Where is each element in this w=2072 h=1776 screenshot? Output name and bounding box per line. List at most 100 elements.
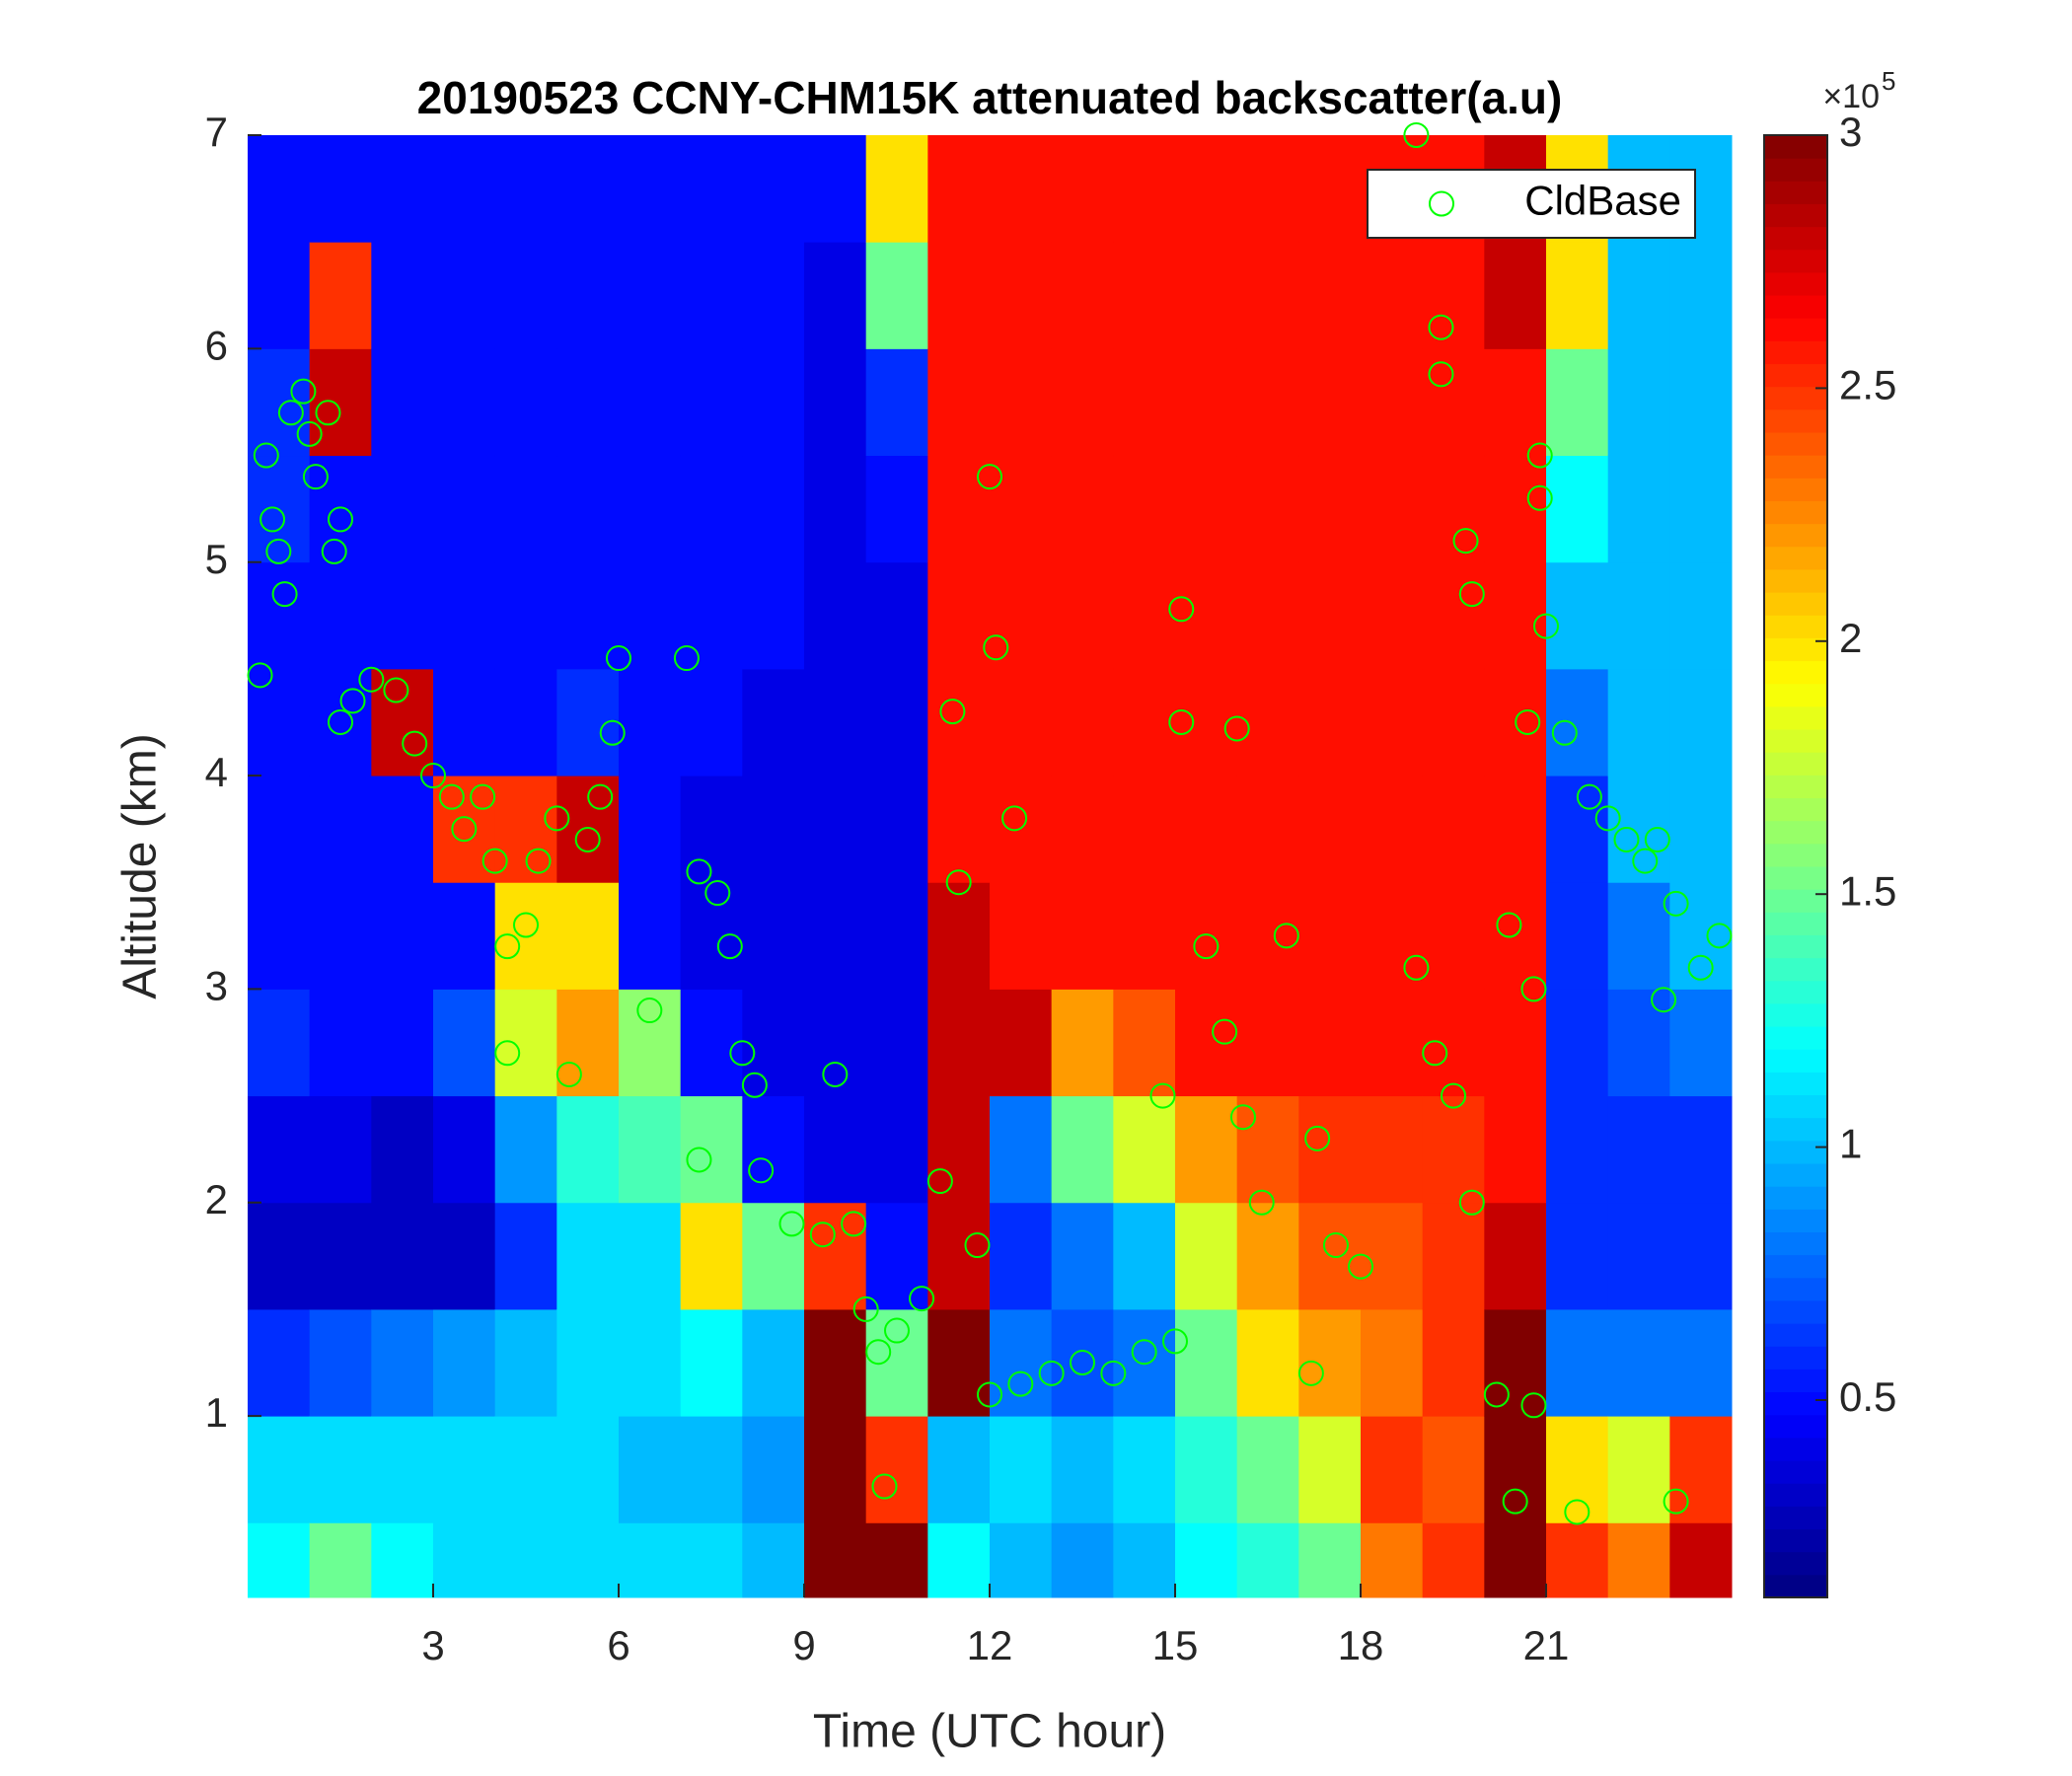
cloud-base-point xyxy=(358,666,385,693)
heat-cell xyxy=(1236,1202,1299,1310)
heat-cell xyxy=(1051,989,1114,1097)
heat-cell xyxy=(1051,135,1114,243)
cloud-base-point xyxy=(1422,1040,1448,1067)
heat-cell xyxy=(680,882,743,990)
heat-cell xyxy=(433,1308,496,1417)
heat-cell xyxy=(804,242,867,349)
heat-cell xyxy=(1113,1202,1176,1310)
heat-cell xyxy=(619,882,682,990)
heat-cell xyxy=(1113,1416,1176,1523)
heat-cell xyxy=(556,989,620,1097)
heat-cell xyxy=(1607,776,1670,883)
cloud-base-point xyxy=(1441,1082,1466,1109)
cloud-base-point xyxy=(1038,1360,1065,1386)
heat-cell xyxy=(1236,1416,1299,1523)
heat-cell xyxy=(1361,776,1424,883)
y-tick-label: 5 xyxy=(205,536,228,582)
heat-cell xyxy=(309,242,372,349)
heat-cell xyxy=(1607,1095,1670,1204)
cloud-base-point xyxy=(1229,1104,1256,1131)
colorbar-step xyxy=(1764,1140,1827,1164)
heat-cell xyxy=(619,348,682,457)
colorbar-step xyxy=(1764,752,1827,776)
x-tick-label: 12 xyxy=(967,1622,1013,1668)
heat-cell xyxy=(804,561,867,670)
heat-cell xyxy=(494,135,557,243)
heat-cell xyxy=(433,561,496,670)
cloud-base-point xyxy=(1248,1189,1275,1216)
heat-cell xyxy=(990,668,1053,777)
heat-cell xyxy=(1298,455,1362,563)
heat-cell xyxy=(742,1416,805,1523)
heat-cell xyxy=(990,455,1053,563)
heat-cell xyxy=(1484,1308,1547,1417)
colorbar-step xyxy=(1764,1277,1827,1301)
heat-cell xyxy=(433,455,496,563)
colorbar-step xyxy=(1764,455,1827,479)
colorbar-step xyxy=(1764,637,1827,662)
heat-cell xyxy=(371,882,434,990)
heat-cell xyxy=(371,348,434,457)
heat-cell xyxy=(1051,1308,1114,1417)
colorbar-step xyxy=(1764,1369,1827,1393)
heat-cell xyxy=(309,1308,372,1417)
cloud-base-point xyxy=(1212,1018,1238,1045)
colorbar-step xyxy=(1764,1254,1827,1279)
cloud-base-point xyxy=(673,645,700,672)
heat-cell xyxy=(309,882,372,990)
heat-cell xyxy=(371,1095,434,1204)
heat-cell xyxy=(556,1308,620,1417)
heat-cell xyxy=(494,1202,557,1310)
heat-cell xyxy=(433,135,496,243)
cloud-base-point xyxy=(1223,715,1250,742)
heat-cell xyxy=(990,242,1053,349)
heat-cell xyxy=(494,242,557,349)
colorbar-step xyxy=(1764,1209,1827,1232)
cloud-base-point xyxy=(964,1232,991,1259)
heat-cell xyxy=(619,668,682,777)
y-tick-label: 7 xyxy=(205,109,228,155)
heat-cell xyxy=(865,882,928,990)
x-tick-label: 21 xyxy=(1523,1622,1570,1668)
heat-cell xyxy=(1669,1202,1733,1310)
heat-cell xyxy=(990,1095,1053,1204)
heat-cell xyxy=(804,776,867,883)
heat-cell xyxy=(309,1202,372,1310)
heat-cell xyxy=(1484,776,1547,883)
heat-cell xyxy=(1484,1522,1547,1598)
cloud-base-point xyxy=(587,783,614,810)
heat-cell xyxy=(248,989,311,1097)
heat-cell xyxy=(1361,455,1424,563)
heat-cell xyxy=(1669,348,1733,457)
heat-cell xyxy=(865,1095,928,1204)
colorbar-step xyxy=(1764,889,1827,913)
heat-cell xyxy=(742,1202,805,1310)
colorbar-step xyxy=(1764,1483,1827,1507)
heat-cell xyxy=(619,1416,682,1523)
heat-cell xyxy=(1236,561,1299,670)
colorbar-step xyxy=(1764,1002,1827,1027)
legend-box xyxy=(1367,169,1696,239)
cloud-base-point xyxy=(470,783,496,810)
heat-cell xyxy=(1669,776,1733,883)
heat-cell xyxy=(804,1202,867,1310)
x-tick-label: 6 xyxy=(607,1622,629,1668)
colorbar-step xyxy=(1764,1026,1827,1050)
cloud-base-point xyxy=(1162,1328,1188,1355)
cloud-base-point xyxy=(574,826,601,852)
heat-cell xyxy=(1175,1308,1238,1417)
heat-cell xyxy=(248,882,311,990)
cloud-base-point xyxy=(1403,122,1430,148)
heat-cell xyxy=(619,242,682,349)
heat-cell xyxy=(1298,1308,1362,1417)
colorbar-tick-label: 3 xyxy=(1839,109,1862,155)
colorbar-step xyxy=(1764,683,1827,707)
heat-cell xyxy=(309,455,372,563)
heat-cell xyxy=(804,1308,867,1417)
heat-cell xyxy=(1361,882,1424,990)
heat-cell xyxy=(309,135,372,243)
heat-cell xyxy=(248,242,311,349)
heat-cell xyxy=(1298,1522,1362,1598)
heat-cell xyxy=(309,1416,372,1523)
heat-cell xyxy=(1051,561,1114,670)
